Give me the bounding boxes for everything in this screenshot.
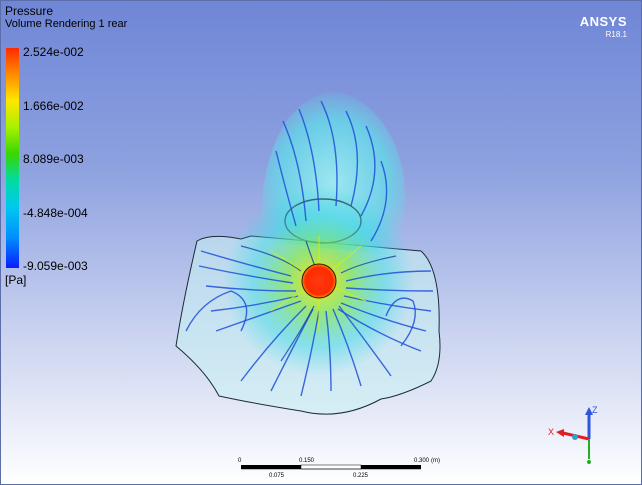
axis-label-x: X (548, 427, 554, 437)
legend-title: Pressure (5, 4, 54, 18)
legend-tick-3: 8.089e-003 (23, 152, 84, 166)
high-pressure-core (301, 263, 337, 299)
legend-tick-4: -4.848e-004 (23, 206, 88, 220)
legend-tick-2: 1.666e-002 (23, 99, 84, 113)
axis-label-z: Z (592, 405, 598, 415)
scale-label-300: 0.300 (414, 458, 430, 464)
scale-label-225: 0.225 (353, 473, 369, 479)
scale-label-075: 0.075 (269, 473, 285, 479)
brand-version: R18.1 (605, 30, 627, 39)
legend-units: [Pa] (5, 273, 27, 287)
brand-name: ANSYS (579, 14, 627, 29)
ansys-logo: ANSYS R18.1 (580, 14, 627, 39)
scale-label-0: 0 (238, 458, 242, 464)
legend-tick-min: -9.059e-003 (23, 259, 88, 273)
legend-tick-max: 2.524e-002 (23, 45, 84, 59)
axis-triad (556, 407, 593, 464)
scale-unit: (m) (431, 458, 440, 464)
legend-subtitle: Volume Rendering 1 rear (5, 18, 128, 30)
pressure-colorbar (6, 48, 19, 268)
scale-bar (241, 464, 421, 470)
streamlines (185, 100, 434, 397)
scale-label-150: 0.150 (299, 458, 315, 464)
